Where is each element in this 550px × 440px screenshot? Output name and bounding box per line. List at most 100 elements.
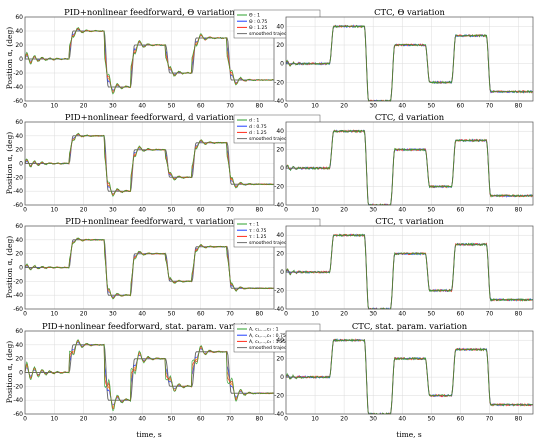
x-tick-label: 30 <box>109 311 117 318</box>
x-tick-label: 50 <box>168 416 176 423</box>
legend-entry: smoothed trajectory <box>249 240 296 246</box>
y-axis-label-row-4: Position α, (deg) <box>5 341 14 403</box>
x-tick-label: 30 <box>369 311 377 318</box>
x-tick-label: 50 <box>168 207 176 214</box>
y-axis-label-row-3: Position α, (deg) <box>5 236 14 298</box>
x-tick-label: 10 <box>311 103 319 110</box>
x-tick-label: 80 <box>256 311 264 318</box>
x-tick-label: 10 <box>311 311 319 318</box>
y-tick-label: 40 <box>276 337 284 344</box>
series-response-line <box>24 237 274 300</box>
y-tick-label: 40 <box>15 28 23 35</box>
x-tick-label: 60 <box>197 103 205 110</box>
y-tick-label: 60 <box>15 223 23 230</box>
x-tick-label: 0 <box>23 207 27 214</box>
x-tick-label: 40 <box>398 207 406 214</box>
series-response-line <box>24 339 274 412</box>
x-tick-label: 40 <box>398 103 406 110</box>
axes-box <box>24 16 275 102</box>
y-tick-label: -20 <box>13 70 23 77</box>
y-tick-label: 0 <box>19 161 23 168</box>
x-tick-label: 10 <box>50 103 58 110</box>
x-tick-label: 50 <box>168 311 176 318</box>
x-tick-label: 0 <box>284 207 288 214</box>
x-tick-label: 40 <box>398 311 406 318</box>
x-tick-label: 50 <box>427 207 435 214</box>
legend-entry: Θ : 1.25 <box>249 25 267 31</box>
x-axis-label-left: time, s <box>136 430 162 439</box>
x-tick-label: 70 <box>486 207 494 214</box>
x-tick-label: 50 <box>168 103 176 110</box>
y-tick-label: -40 <box>13 292 23 299</box>
y-tick-label: 0 <box>280 61 284 68</box>
x-tick-label: 50 <box>427 103 435 110</box>
axes-box <box>285 225 534 310</box>
y-tick-label: -40 <box>274 411 284 418</box>
x-tick-label: 0 <box>23 311 27 318</box>
y-tick-label: 40 <box>276 23 284 30</box>
y-tick-label: 40 <box>276 128 284 135</box>
y-tick-label: -60 <box>13 411 23 418</box>
y-tick-label: 40 <box>276 232 284 239</box>
y-tick-label: 0 <box>280 269 284 276</box>
x-tick-label: 60 <box>457 311 465 318</box>
panel-title: CTC, τ variation <box>375 216 444 226</box>
legend-entry: A, c₁,...,c₃ : 1 <box>249 327 279 333</box>
y-tick-label: -60 <box>13 306 23 313</box>
legend-entry: Θ : 1 <box>249 13 260 19</box>
plot-area <box>286 17 533 101</box>
y-tick-label: -20 <box>13 278 23 285</box>
y-tick-label: 60 <box>15 119 23 126</box>
y-tick-label: -40 <box>274 306 284 313</box>
x-tick-label: 0 <box>284 311 288 318</box>
x-tick-label: 70 <box>226 416 234 423</box>
x-tick-label: 0 <box>284 416 288 423</box>
x-tick-label: 10 <box>311 416 319 423</box>
x-tick-label: 20 <box>80 311 88 318</box>
x-tick-label: 80 <box>515 416 523 423</box>
series-response-line <box>24 26 274 95</box>
x-tick-label: 60 <box>197 207 205 214</box>
chart-panel-2: 0 10 20 30 40 50 60 70 80 -40 -20 0 20 40 CTC, Θ varia… <box>274 7 534 110</box>
plot-area <box>286 331 533 414</box>
y-tick-label: -60 <box>13 98 23 105</box>
x-tick-label: 30 <box>369 416 377 423</box>
axes-box <box>285 16 534 102</box>
y-tick-label: 20 <box>276 42 284 49</box>
y-tick-label: -20 <box>274 79 284 86</box>
y-tick-label: -20 <box>274 184 284 191</box>
x-tick-label: 80 <box>515 103 523 110</box>
y-tick-label: -20 <box>274 288 284 295</box>
y-tick-label: -20 <box>274 393 284 400</box>
legend-entry: smoothed trajectory <box>249 345 296 351</box>
x-tick-label: 20 <box>340 311 348 318</box>
x-tick-label: 20 <box>80 207 88 214</box>
axes-box <box>285 121 534 206</box>
x-axis-label-right: time, s <box>396 430 422 439</box>
y-tick-label: -40 <box>13 397 23 404</box>
x-tick-label: 70 <box>486 311 494 318</box>
x-tick-label: 50 <box>427 311 435 318</box>
legend-entry: d : 0.75 <box>249 124 267 130</box>
x-tick-label: 30 <box>109 207 117 214</box>
x-tick-label: 10 <box>50 311 58 318</box>
x-tick-label: 60 <box>457 103 465 110</box>
x-tick-label: 60 <box>197 311 205 318</box>
x-tick-label: 20 <box>80 103 88 110</box>
y-tick-label: 0 <box>280 165 284 172</box>
x-tick-label: 70 <box>226 207 234 214</box>
y-tick-label: 20 <box>276 251 284 258</box>
panel-title: PID+nonlinear feedforward, Θ variation <box>64 7 235 17</box>
y-tick-label: -20 <box>13 174 23 181</box>
plot-area <box>286 122 533 205</box>
x-tick-label: 10 <box>50 416 58 423</box>
y-tick-label: -40 <box>274 98 284 105</box>
y-tick-label: 40 <box>15 237 23 244</box>
y-tick-label: 20 <box>276 147 284 154</box>
panel-title: CTC, d variation <box>375 112 445 122</box>
y-axis-label-row-2: Position α, (deg) <box>5 132 14 194</box>
x-tick-label: 20 <box>340 207 348 214</box>
legend-entry: A, c₁,...,c₃ : 1.25 <box>249 339 286 345</box>
axes-box <box>285 330 534 415</box>
